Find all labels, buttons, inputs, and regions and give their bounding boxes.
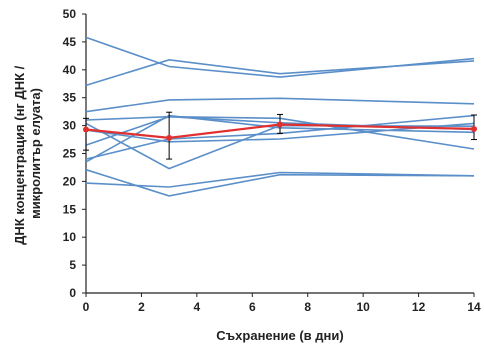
mean-series-line [85, 123, 475, 140]
y-axis-title: ДНК концентрация (нг ДНК / микролитър ел… [12, 62, 43, 245]
y-tick-label: 40 [63, 63, 77, 77]
x-tick-label: 2 [138, 300, 145, 314]
y-tick-label: 5 [69, 258, 76, 272]
y-tick-label: 20 [63, 174, 77, 188]
y-tick-label: 15 [63, 202, 77, 216]
mean-point [166, 134, 173, 141]
y-tick-label: 10 [63, 230, 77, 244]
x-tick-label: 4 [194, 300, 201, 314]
y-axis-title-line-1: ДНК концентрация (нг ДНК / [12, 65, 27, 245]
y-tick-label: 0 [69, 286, 76, 300]
x-tick-label: 6 [249, 300, 256, 314]
y-tick-label: 35 [63, 91, 77, 105]
mean-point [471, 125, 477, 132]
sample-series-line [85, 36, 475, 78]
mean-series [83, 111, 477, 160]
y-tick-label: 50 [63, 7, 77, 21]
sample-series-line [85, 58, 475, 87]
sample-series-line [85, 97, 475, 113]
sample-series-line [85, 114, 475, 163]
sample-lines [85, 36, 475, 197]
y-axis-title-line-2: микролитър елуата) [28, 88, 43, 219]
x-tick-label: 12 [412, 300, 426, 314]
mean-point [277, 121, 283, 128]
sample-series-line [85, 171, 475, 188]
y-tick-label: 45 [63, 35, 77, 49]
mean-point [83, 126, 89, 133]
sample-series-line [85, 114, 475, 160]
x-axis-title: Съхранение (в дни) [216, 328, 343, 343]
x-tick-label: 14 [467, 300, 481, 314]
x-tick-label: 10 [356, 300, 370, 314]
x-tick-label: 8 [304, 300, 311, 314]
y-tick-label: 25 [63, 147, 77, 161]
axes: 0 5 10 15 20 25 30 35 40 45 50 0 2 4 6 8 10 12 14 [63, 7, 481, 314]
sample-series-line [85, 115, 475, 150]
y-tick-label: 30 [63, 119, 77, 133]
sample-series-line [85, 122, 475, 143]
sample-series-line [85, 168, 475, 197]
x-tick-label: 0 [83, 300, 90, 314]
